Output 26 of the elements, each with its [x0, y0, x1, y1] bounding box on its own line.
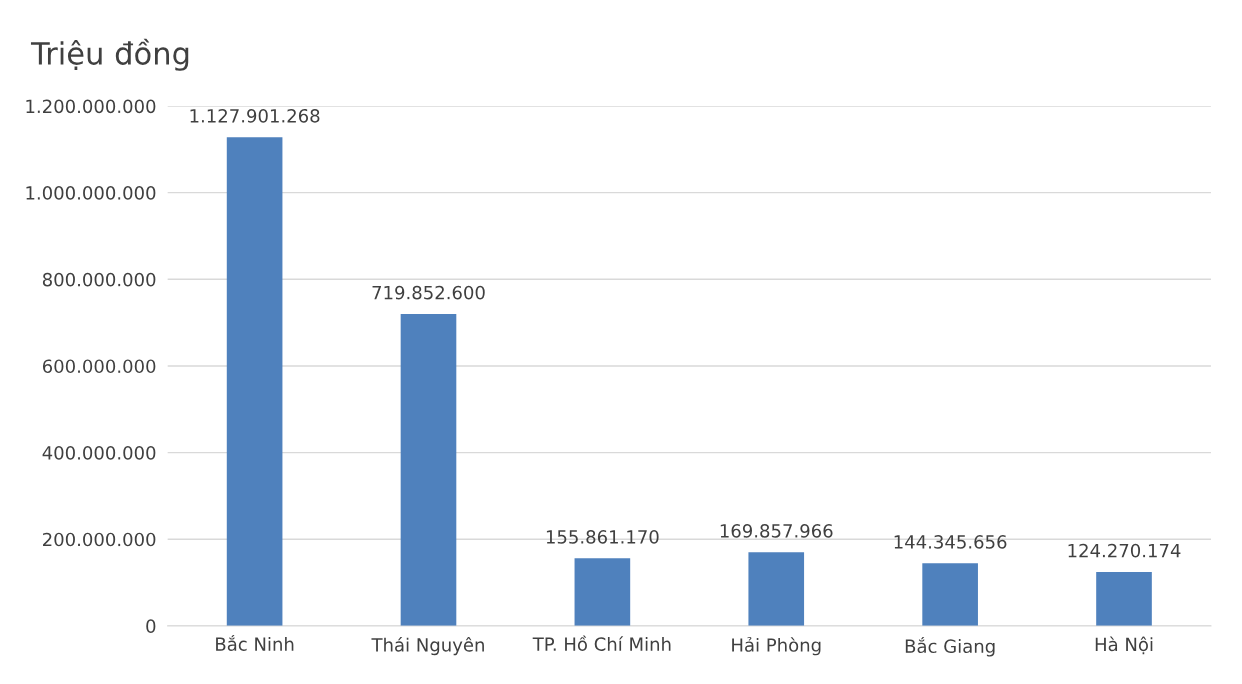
- x-tick-label: Bắc Giang: [905, 636, 995, 657]
- data-label: 144.345.656: [894, 535, 1007, 549]
- bar: [922, 563, 978, 626]
- y-tick-label: 400.000.000: [42, 446, 156, 460]
- data-label: 124.270.174: [1068, 543, 1181, 558]
- x-tick-label: Thái Nguyên: [371, 636, 484, 656]
- x-tick-label: TP. Hồ Chí Minh: [532, 635, 671, 651]
- data-label: 719.852.600: [372, 285, 485, 300]
- chart-title: Triệu đồng: [30, 38, 189, 71]
- data-label: 169.857.966: [720, 524, 833, 538]
- x-tick-label: Hà Nội: [1095, 636, 1153, 655]
- bar: [400, 314, 457, 626]
- bar: [574, 558, 631, 626]
- y-tick-label: 0: [146, 619, 156, 633]
- y-tick-label: 1.000.000.000: [26, 186, 156, 200]
- data-label: 1.127.901.268: [190, 108, 320, 123]
- y-tick-label: 1.200.000.000: [26, 99, 156, 114]
- x-tick-label: Hải Phòng: [732, 636, 821, 656]
- data-label: 155.861.170: [546, 530, 659, 544]
- bar: [226, 137, 283, 626]
- y-tick-label: 600.000.000: [42, 359, 156, 374]
- bar: [748, 552, 805, 626]
- bar: [1096, 572, 1152, 626]
- y-tick-label: 800.000.000: [42, 272, 156, 287]
- y-tick-label: 200.000.000: [43, 532, 156, 547]
- x-tick-label: Bắc Ninh: [216, 634, 294, 651]
